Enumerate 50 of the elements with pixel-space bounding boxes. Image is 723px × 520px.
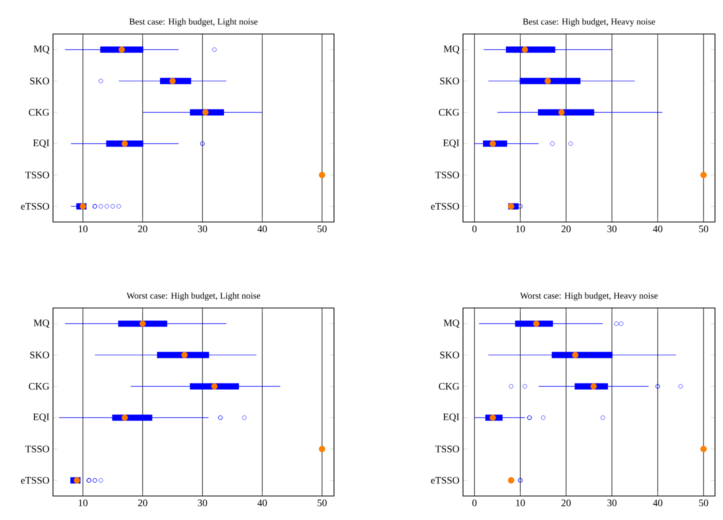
x-tick-label: 0 [472, 500, 477, 506]
y-tick-label: EQI [33, 414, 50, 422]
y-tick-label: TSSO [435, 172, 460, 178]
chart-title: Worst case: High budget, Light noise [126, 292, 260, 301]
y-tick-label: MQ [34, 46, 50, 54]
chart-title: Worst case: High budget, Heavy noise [520, 292, 658, 301]
y-tick-label: SKO [30, 78, 50, 84]
x-tick-label: 10 [78, 500, 88, 506]
x-tick-label: 50 [318, 500, 327, 506]
x-tick-label: 30 [198, 226, 208, 232]
y-tick-label: EQI [33, 140, 50, 148]
y-tick-label: TSSO [25, 446, 50, 452]
x-tick-label: 40 [652, 226, 662, 232]
x-tick-label: 40 [652, 500, 662, 506]
y-tick-label: TSSO [435, 446, 460, 452]
x-tick-label: 10 [516, 500, 525, 506]
chart-title: Best case: High budget, Light noise [129, 18, 258, 26]
x-tick-label: 50 [699, 500, 708, 506]
y-tick-label: eTSSO [21, 476, 50, 484]
x-tick-label: 0 [472, 226, 477, 232]
y-tick-label: EQI [443, 414, 460, 422]
y-tick-label: MQ [444, 46, 460, 54]
y-tick-label: eTSSO [21, 202, 50, 210]
x-tick-label: 20 [562, 226, 571, 232]
y-tick-label: SKO [440, 78, 460, 84]
x-tick-label: 50 [318, 226, 327, 232]
y-tick-label: MQ [444, 320, 460, 328]
y-tick-label: SKO [440, 352, 460, 358]
x-tick-label: 20 [138, 226, 148, 232]
y-tick-label: TSSO [25, 172, 50, 178]
x-tick-label: 10 [516, 226, 525, 232]
x-tick-label: 40 [257, 500, 267, 506]
y-tick-label: CKG [28, 382, 50, 390]
x-tick-label: 30 [607, 500, 617, 506]
y-tick-label: MQ [34, 320, 50, 328]
x-tick-label: 10 [78, 226, 88, 232]
y-tick-label: eTSSO [431, 202, 460, 210]
chart-title: Best case: High budget, Heavy noise [522, 18, 656, 26]
x-tick-label: 30 [607, 226, 617, 232]
y-tick-label: EQI [443, 140, 460, 148]
x-tick-label: 40 [257, 226, 267, 232]
x-tick-label: 20 [138, 500, 148, 506]
x-tick-label: 20 [562, 500, 571, 506]
x-tick-label: 50 [699, 226, 708, 232]
y-tick-label: CKG [28, 108, 50, 116]
y-tick-label: eTSSO [431, 476, 460, 484]
y-tick-label: CKG [438, 108, 460, 116]
y-tick-label: CKG [438, 382, 460, 390]
y-tick-label: SKO [30, 352, 50, 358]
x-tick-label: 30 [198, 500, 208, 506]
